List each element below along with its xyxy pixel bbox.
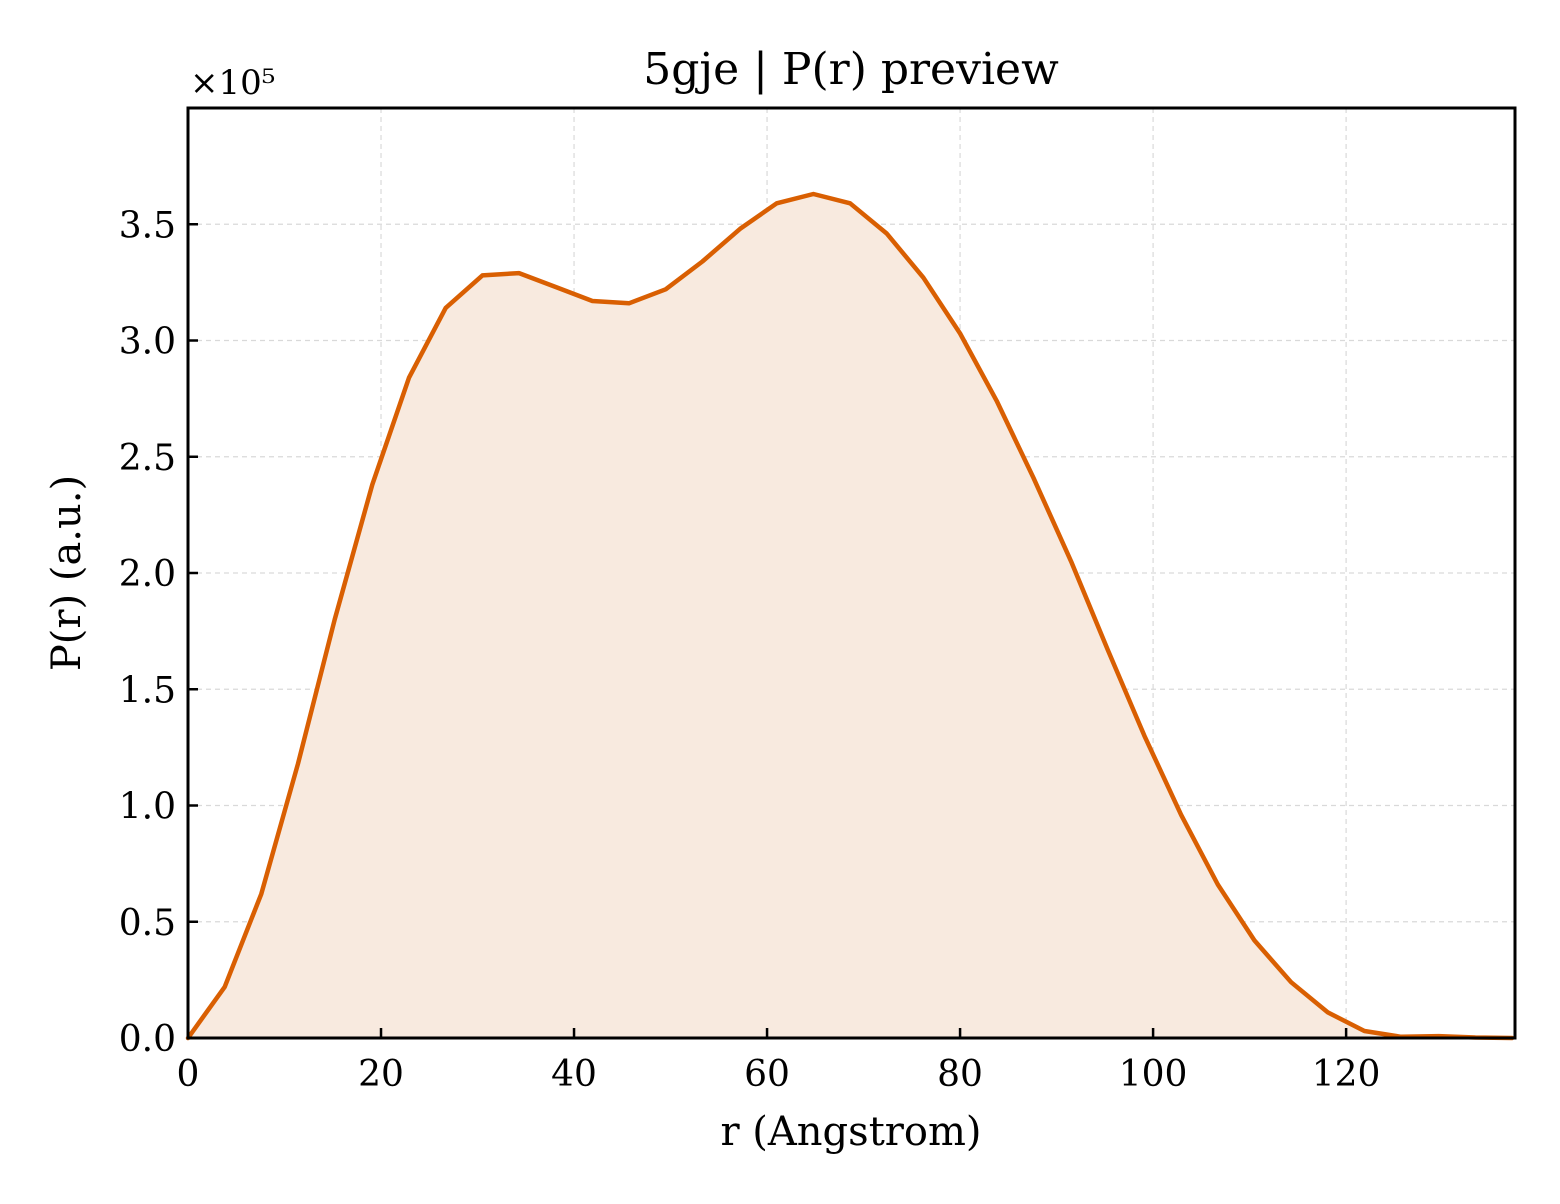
- x-tick-label: 100: [1119, 1054, 1188, 1095]
- area-layer: [188, 194, 1513, 1038]
- y-tick-label: 3.5: [119, 205, 176, 246]
- x-tick-label: 40: [551, 1054, 597, 1095]
- ticks: 0 20 40 60 80 100 120 0.0 0.5 1.0 1.5 2.0 2.5 3.0 3.5: [119, 205, 1381, 1095]
- plot-frame: [186, 106, 1517, 1040]
- y-tick-label: 0.0: [119, 1019, 176, 1060]
- y-tick-label: 0.5: [119, 903, 176, 944]
- x-tick-label: 80: [937, 1054, 983, 1095]
- y-tick-label: 2.5: [119, 438, 176, 479]
- y-tick-label: 2.0: [119, 554, 176, 595]
- y-axis-multiplier: ×10⁵: [190, 63, 275, 103]
- y-tick-label: 1.5: [119, 670, 176, 711]
- x-axis-label: r (Angstrom): [720, 1109, 981, 1155]
- x-tick-label: 0: [177, 1054, 200, 1095]
- x-tick-label: 20: [358, 1054, 404, 1095]
- x-tick-label: 60: [744, 1054, 790, 1095]
- line-layer: [185, 191, 1515, 1041]
- y-tick-label: 3.0: [119, 322, 176, 363]
- x-tick-label: 120: [1312, 1054, 1381, 1095]
- chart-title: 5gje | P(r) preview: [643, 44, 1059, 95]
- y-axis-label: P(r) (a.u.): [44, 475, 90, 671]
- pr-area-fill: [188, 194, 1513, 1038]
- y-tick-label: 1.0: [119, 787, 176, 828]
- pr-series-line: [185, 191, 1515, 1041]
